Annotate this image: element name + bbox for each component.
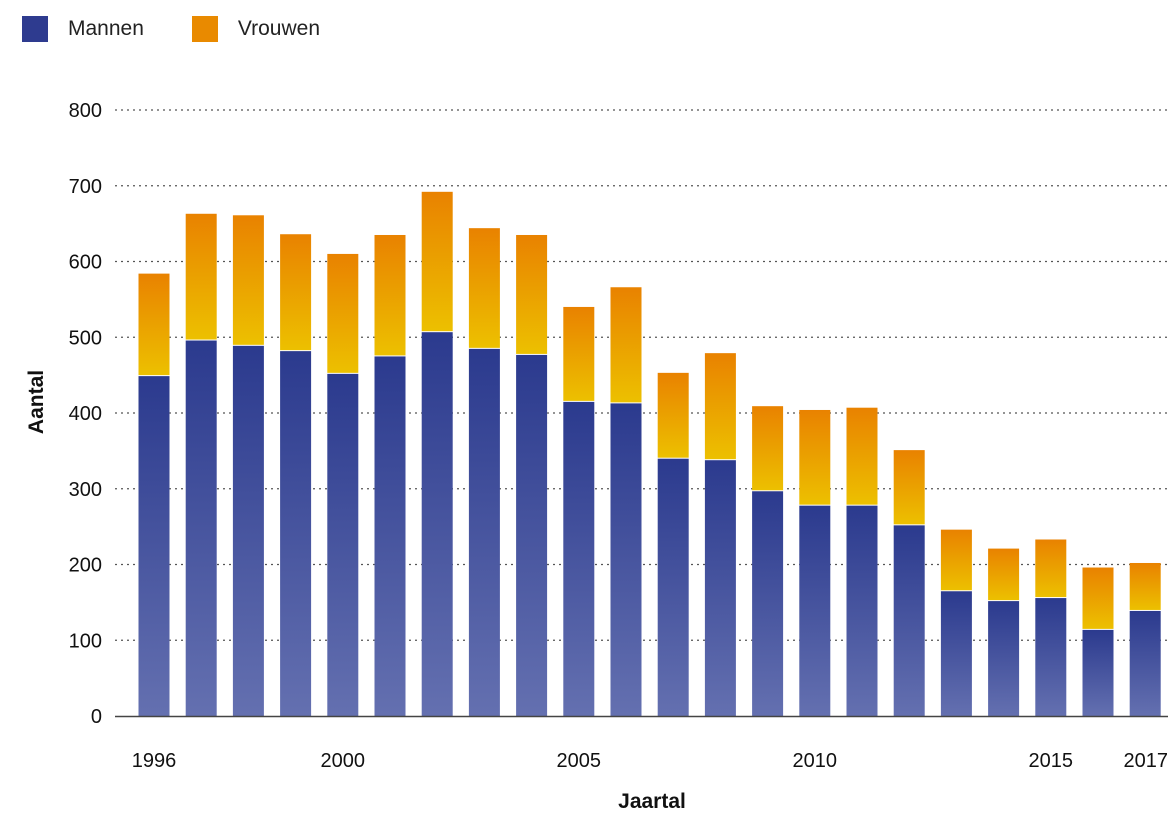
bar-mannen-1998[interactable] [232,345,264,716]
bar-vrouwen-2004[interactable] [516,234,548,354]
x-tick-label: 2000 [321,750,366,772]
y-tick-label: 800 [69,100,102,122]
bar-mannen-2014[interactable] [988,601,1020,716]
bar-vrouwen-2005[interactable] [563,306,595,401]
y-tick-label: 600 [69,252,102,274]
bar-mannen-2005[interactable] [563,401,595,716]
y-axis-title: Aantal [25,370,48,434]
legend-swatch-mannen [22,16,48,42]
bar-vrouwen-2016[interactable] [1082,567,1114,629]
x-tick-label: 2017 [1124,750,1168,772]
bar-vrouwen-2007[interactable] [657,372,689,458]
x-tick-label: 2015 [1029,750,1074,772]
bar-vrouwen-2006[interactable] [610,287,642,403]
y-axis-ticks: 0 100 200 300 400 500 600 700 800 [69,100,102,728]
legend: Mannen Vrouwen [22,16,368,42]
bar-mannen-1997[interactable] [185,340,217,716]
bar-mannen-2013[interactable] [940,591,972,716]
x-tick-label: 1996 [132,750,177,772]
y-tick-label: 100 [69,630,102,652]
bar-mannen-2016[interactable] [1082,629,1114,716]
y-tick-label: 0 [91,706,102,728]
bar-mannen-2006[interactable] [610,403,642,716]
bar-vrouwen-2017[interactable] [1129,562,1161,610]
legend-item-mannen[interactable]: Mannen [22,16,144,42]
bar-vrouwen-2011[interactable] [846,407,878,505]
bar-mannen-2015[interactable] [1035,598,1067,716]
bar-vrouwen-2013[interactable] [940,529,972,591]
y-tick-label: 200 [69,555,102,577]
bar-vrouwen-2010[interactable] [799,409,831,505]
legend-item-vrouwen[interactable]: Vrouwen [191,16,320,42]
bar-mannen-2001[interactable] [374,356,406,716]
bar-vrouwen-2003[interactable] [468,228,500,348]
y-tick-label: 700 [69,176,102,198]
y-tick-label: 400 [69,403,102,425]
bar-vrouwen-2008[interactable] [704,353,736,460]
y-tick-label: 300 [69,479,102,501]
bar-mannen-2011[interactable] [846,505,878,716]
legend-swatch-vrouwen [191,16,218,42]
y-tick-label: 500 [69,327,102,349]
bar-vrouwen-2009[interactable] [752,406,784,491]
x-axis-title: Jaartal [618,790,686,813]
bar-vrouwen-1999[interactable] [280,234,312,351]
bar-mannen-2012[interactable] [893,525,925,716]
bar-mannen-1996[interactable] [138,376,170,716]
bar-mannen-2000[interactable] [327,373,359,716]
bar-vrouwen-1996[interactable] [138,273,170,376]
bar-vrouwen-2001[interactable] [374,234,406,356]
bars [138,191,1161,716]
bar-mannen-2010[interactable] [799,505,831,716]
bar-mannen-2002[interactable] [421,332,453,716]
bar-vrouwen-1997[interactable] [185,213,217,340]
bar-mannen-2017[interactable] [1129,610,1161,716]
x-axis-ticks: 1996 2000 2005 2010 2015 2017 [132,750,1168,772]
bar-mannen-2007[interactable] [657,458,689,716]
bar-mannen-2004[interactable] [516,354,548,716]
bar-mannen-2008[interactable] [704,460,736,716]
legend-label-mannen: Mannen [68,17,144,40]
x-tick-label: 2005 [557,750,602,772]
bar-vrouwen-2000[interactable] [327,253,359,373]
bar-mannen-1999[interactable] [280,351,312,716]
bar-mannen-2003[interactable] [468,348,500,716]
x-tick-label: 2010 [793,750,838,772]
legend-label-vrouwen: Vrouwen [237,17,320,40]
bar-vrouwen-2015[interactable] [1035,539,1067,598]
bar-mannen-2009[interactable] [752,491,784,716]
bar-vrouwen-2012[interactable] [893,450,925,525]
bar-vrouwen-1998[interactable] [232,215,264,345]
bar-vrouwen-2002[interactable] [421,191,453,332]
bar-vrouwen-2014[interactable] [988,548,1020,601]
